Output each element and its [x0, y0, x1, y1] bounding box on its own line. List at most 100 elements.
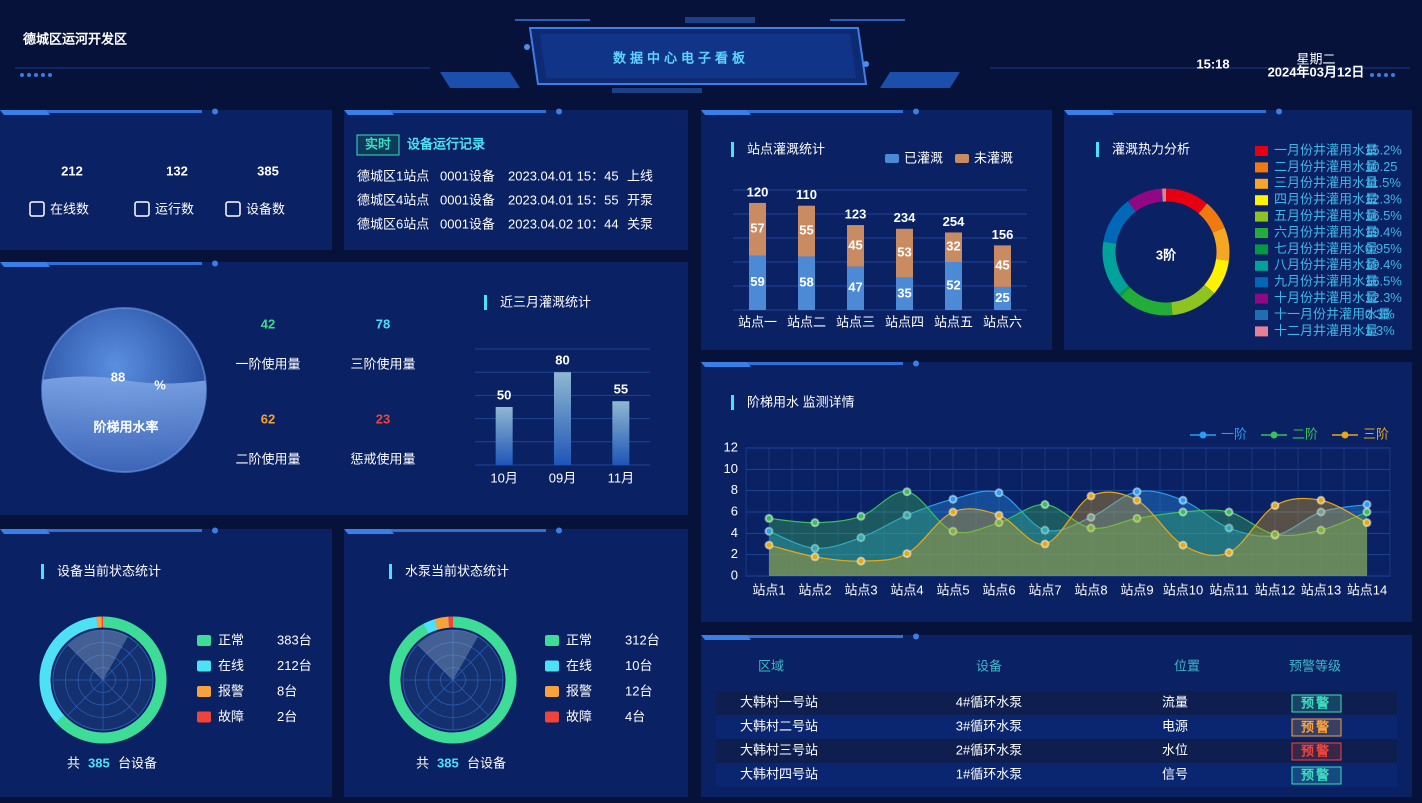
legend-label: 一阶	[1221, 426, 1247, 441]
legend-label: 二阶	[1292, 426, 1318, 441]
table-cell: 大韩村三号站	[740, 742, 818, 757]
marker	[902, 487, 912, 497]
legend-value: 15.2%	[1365, 142, 1402, 157]
radar-spoke	[67, 679, 104, 716]
marker	[902, 549, 912, 559]
radar-spoke	[417, 644, 454, 681]
segment-label: 58	[799, 275, 813, 290]
record-cell: 2023.04.01 15：45	[508, 168, 619, 183]
legend-value: 8台	[277, 683, 297, 698]
marker	[902, 510, 912, 520]
table-cell: 电源	[1162, 718, 1188, 733]
y-tick-label: 8	[731, 482, 738, 497]
total-label: 156	[992, 227, 1014, 242]
donut-segment	[1127, 188, 1163, 212]
donut-center-label: 3阶	[1156, 247, 1177, 262]
x-tick-label: 站点五	[934, 314, 973, 329]
legend-label: 七月份井灌用水量	[1274, 241, 1378, 256]
x-tick-label: 10月	[490, 470, 517, 485]
rate-label: 阶梯用水率	[93, 419, 158, 434]
legend-value: 0.95%	[1365, 241, 1402, 256]
legend-swatch	[197, 635, 211, 646]
stat-value: 385	[257, 163, 279, 178]
marker	[1178, 540, 1188, 550]
legend-value: 12台	[625, 683, 652, 698]
marker	[764, 513, 774, 523]
legend-swatch	[1255, 228, 1268, 238]
table-cell: 3#循环水泵	[956, 718, 1022, 733]
y-tick-label: 6	[731, 503, 738, 518]
total-label: 120	[747, 184, 769, 199]
bar-segment	[798, 256, 815, 310]
y-tick-label: 12	[724, 439, 738, 454]
pie-segment	[389, 616, 517, 744]
marker	[1270, 501, 1280, 511]
total-label: 254	[943, 214, 965, 229]
table-header: 设备	[976, 658, 1002, 673]
donut-segment	[1120, 287, 1173, 316]
panel-stripe	[344, 110, 394, 115]
legend-label: 正常	[566, 632, 592, 647]
legend-label: 二月份井灌用水量	[1274, 159, 1378, 174]
marker	[1086, 512, 1096, 522]
marker	[1040, 500, 1050, 510]
level-badge: 预警	[1301, 743, 1331, 758]
usage-value: 23	[376, 411, 390, 426]
legend-swatch	[1255, 211, 1268, 222]
location: 德城区运河开发区	[23, 31, 127, 46]
radar-sweep	[68, 630, 128, 680]
stat-icon	[29, 201, 45, 217]
x-tick-label: 站点7	[1028, 582, 1061, 597]
level-badge-frame	[1291, 694, 1342, 713]
segment-label: 55	[799, 223, 813, 238]
x-tick-label: 站点2	[798, 582, 831, 597]
legend-label: 十二月井灌用水量	[1274, 323, 1378, 338]
marker	[856, 533, 866, 543]
chart-title: 设备当前状态统计	[57, 563, 161, 578]
x-tick-label: 站点8	[1074, 582, 1107, 597]
segment-label: 59	[750, 274, 764, 289]
line	[768, 490, 1368, 549]
stat-icon	[225, 201, 241, 217]
pie-segment	[434, 616, 450, 630]
table-header: 预警等级	[1289, 658, 1341, 673]
legend-value: 212台	[277, 658, 312, 673]
table-row-bg	[716, 715, 1397, 739]
records-title: 设备运行记录	[407, 136, 485, 151]
legend-swatch	[1255, 146, 1268, 156]
marker	[994, 488, 1004, 498]
legend-marker	[1270, 431, 1278, 439]
marker	[810, 543, 820, 553]
rate-value: 88	[111, 369, 125, 384]
stat-icon	[134, 201, 150, 217]
legend-marker	[1341, 431, 1349, 439]
record-cell: 0001设备	[440, 216, 495, 231]
legend-swatch	[545, 686, 559, 697]
legend-value: 383台	[277, 632, 312, 647]
panel-dot	[913, 633, 919, 640]
legend-swatch	[545, 635, 559, 646]
legend-label: 故障	[218, 709, 244, 724]
x-tick-label: 站点14	[1347, 582, 1387, 597]
table-header: 位置	[1174, 658, 1200, 673]
area	[769, 490, 1367, 576]
bar	[495, 407, 513, 465]
area	[769, 491, 1367, 576]
segment-label: 32	[946, 239, 960, 254]
x-tick-label: 站点二	[787, 314, 826, 329]
legend-swatch	[1255, 310, 1268, 320]
legend-swatch	[955, 154, 969, 163]
legend-swatch	[545, 711, 559, 723]
legend-label: 在线	[566, 658, 592, 673]
y-tick-label: 10	[724, 461, 738, 476]
total-label: 123	[845, 207, 867, 222]
legend-label: 一月份井灌用水量	[1274, 142, 1378, 157]
legend-swatch	[1255, 178, 1268, 189]
donut-segment	[1165, 188, 1208, 214]
pie-segment	[55, 616, 167, 744]
x-tick-label: 站点4	[890, 582, 923, 597]
legend-value: 12.3%	[1365, 290, 1402, 305]
total-value: 385	[437, 755, 459, 770]
table-cell: 大韩村二号站	[740, 718, 818, 733]
